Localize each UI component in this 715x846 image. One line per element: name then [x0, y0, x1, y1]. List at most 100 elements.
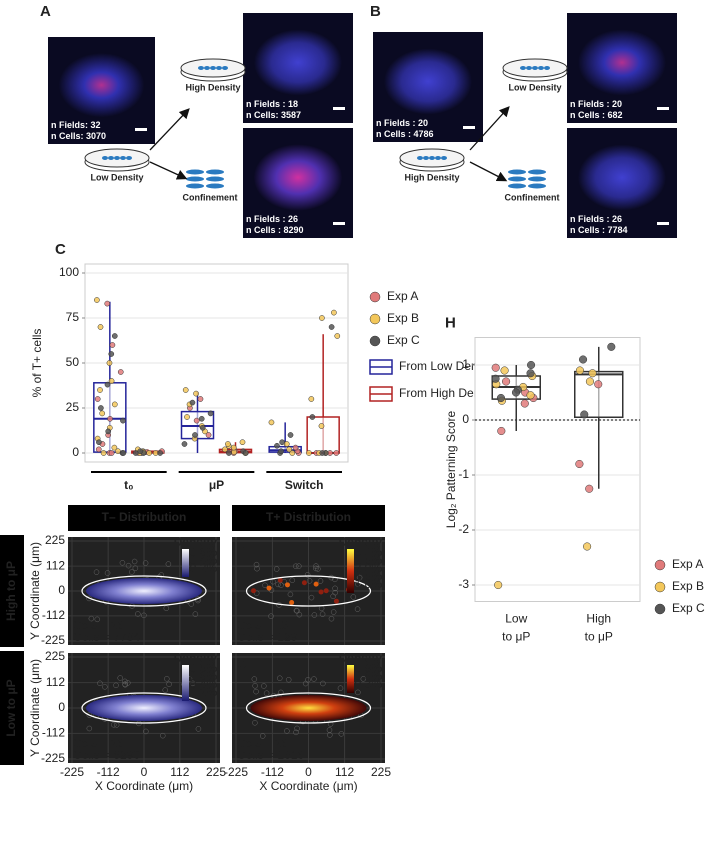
hex-outline — [192, 611, 199, 617]
panel-label: G — [237, 657, 246, 671]
cells-icon — [544, 66, 550, 70]
confinement-icon — [186, 183, 204, 189]
data-point — [109, 342, 116, 348]
x-tick-label: μP — [209, 478, 224, 492]
data-point — [527, 360, 536, 370]
scale-bar — [333, 107, 345, 110]
cell-cluster — [254, 29, 342, 96]
y-tick-label: 112 — [46, 558, 65, 572]
data-point — [198, 415, 205, 422]
data-point — [319, 450, 326, 456]
data-point — [106, 360, 113, 366]
x-tick-label: 0 — [305, 765, 312, 779]
hex-outline — [311, 676, 317, 682]
confinement-icon — [508, 183, 526, 189]
hex-outline — [252, 683, 258, 689]
density-fill — [250, 695, 367, 721]
hex-outline — [259, 733, 266, 739]
hex-outline — [320, 680, 326, 687]
n-fields: n Fields : 26 — [570, 214, 622, 224]
data-point — [98, 405, 104, 411]
data-point — [333, 450, 340, 456]
cells-icon — [538, 66, 544, 70]
cells-icon — [423, 156, 429, 160]
strip — [232, 505, 385, 531]
panel-label: E — [237, 541, 245, 555]
dish-label: Confinement — [183, 192, 238, 202]
dish-label: High Density — [185, 82, 240, 92]
data-point — [328, 324, 335, 330]
hex-outline — [293, 729, 299, 736]
n-fields: n Fields : 20 — [570, 99, 622, 109]
hex-outline — [311, 612, 318, 618]
data-point — [117, 369, 124, 375]
data-point — [181, 441, 188, 447]
confinement-icon — [528, 183, 546, 189]
hex-outline — [158, 572, 165, 578]
x-tick-label: Switch — [285, 478, 324, 492]
confinement-icon — [528, 176, 546, 182]
data-point — [193, 417, 200, 424]
hex-outline — [131, 558, 138, 565]
hex-outline — [327, 721, 334, 727]
y-tick-label: -2 — [458, 522, 469, 536]
hex-outline — [278, 582, 284, 588]
y-tick-label: 1 — [462, 357, 469, 371]
hex-outline — [294, 725, 300, 732]
n-cells: n Cells : 7784 — [570, 225, 628, 235]
n-cells: n Cells: 3587 — [246, 110, 301, 120]
hex-outline — [86, 725, 93, 732]
data-point — [497, 426, 506, 436]
data-point — [146, 450, 153, 456]
data-point — [111, 401, 118, 408]
data-point — [105, 428, 112, 435]
colorbar — [182, 549, 189, 577]
cells-icon — [222, 66, 228, 70]
cells-icon — [216, 66, 222, 70]
hex-outline — [252, 720, 258, 726]
confinement-icon — [206, 176, 224, 182]
colorbar-tick-label: 0.4% — [190, 553, 218, 567]
data-point — [99, 410, 106, 417]
hex-outline — [330, 609, 337, 615]
legend-marker — [369, 291, 381, 303]
cell-cluster — [578, 144, 666, 211]
panel-label: H — [445, 314, 456, 331]
confinement-icon — [206, 169, 224, 175]
hex-outline — [305, 677, 311, 683]
n-cells: n Cells : 682 — [570, 110, 623, 120]
hex-outline — [308, 594, 315, 601]
arrow — [469, 106, 510, 151]
legend-marker — [369, 335, 381, 347]
hex-outline — [317, 578, 324, 584]
data-point — [579, 355, 588, 364]
y-tick-label: 0 — [58, 583, 65, 597]
colorbar — [347, 549, 354, 593]
y-tick-label: 0 — [72, 445, 79, 459]
y-axis-title: Y Coordinate (μm) — [28, 542, 42, 640]
hex-outline — [143, 728, 149, 735]
panel-label: A — [40, 3, 51, 20]
hex-outline — [268, 613, 274, 619]
cells-icon — [102, 156, 108, 160]
data-point — [230, 444, 237, 451]
row-strip — [0, 651, 24, 765]
panel-stat: Cols = 13 — [237, 618, 288, 632]
hex-outline — [129, 569, 135, 575]
data-point — [319, 315, 325, 321]
x-tick-label: -112 — [97, 765, 120, 779]
data-point — [94, 297, 100, 303]
y-tick-label: 225 — [45, 533, 65, 547]
strip — [68, 505, 220, 531]
scale-bar — [657, 107, 669, 110]
cells-icon — [114, 156, 120, 160]
y-axis-title: Y Coordinate (μm) — [28, 659, 42, 757]
hex-outline — [254, 565, 260, 572]
box — [306, 416, 340, 454]
confinement-icon — [186, 176, 204, 182]
data-point — [197, 396, 204, 402]
legend-marker — [654, 581, 666, 593]
data-point — [526, 369, 535, 378]
hex-outline — [94, 616, 101, 623]
